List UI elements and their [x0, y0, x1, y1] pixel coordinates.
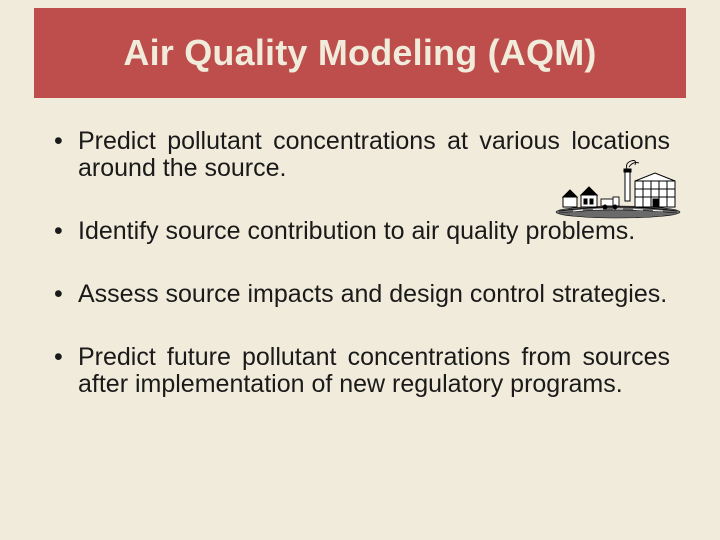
bullet-item: Assess source impacts and design control…: [50, 281, 670, 308]
factory-town-icon: [553, 157, 683, 219]
bullet-item: Identify source contribution to air qual…: [50, 218, 670, 245]
title-bar: Air Quality Modeling (AQM): [34, 8, 686, 98]
bullet-item: Predict future pollutant concentrations …: [50, 344, 670, 398]
slide: Air Quality Modeling (AQM) Predict pollu…: [0, 0, 720, 540]
slide-title: Air Quality Modeling (AQM): [123, 32, 596, 74]
